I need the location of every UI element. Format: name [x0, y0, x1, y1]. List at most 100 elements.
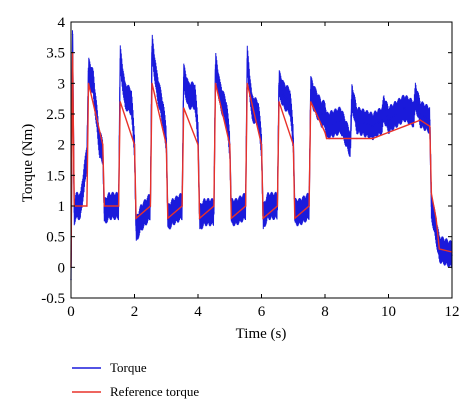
series-torque-point: [371, 125, 374, 128]
series-reference-torque-point: [103, 205, 106, 207]
series-reference-torque-point: [198, 217, 201, 220]
series-torque-point: [282, 94, 285, 97]
series-reference-torque-point: [292, 143, 295, 146]
y-tick-label: 2: [58, 138, 66, 154]
series-reference-torque-point: [278, 100, 280, 103]
y-tick-label: 0.5: [46, 230, 65, 246]
series-torque-point: [429, 119, 431, 121]
series-reference-torque-point: [86, 205, 88, 207]
series-reference-torque-point: [133, 143, 136, 146]
series-torque-point: [194, 94, 196, 97]
series-torque-point: [235, 211, 237, 213]
series-reference-torque-point: [340, 137, 342, 140]
series-torque-point: [419, 113, 422, 115]
x-tick-label: 10: [381, 304, 396, 320]
y-tick-label: 2.5: [46, 107, 65, 123]
series-reference-torque-point: [102, 143, 104, 146]
x-tick-label: 8: [321, 304, 329, 320]
series-torque-point: [162, 113, 164, 115]
series-torque-point: [435, 229, 437, 232]
series-torque-point: [140, 217, 142, 220]
series-torque-point: [73, 211, 75, 213]
series-torque-point: [124, 94, 126, 97]
series-reference-torque-point: [430, 192, 433, 195]
series-torque-point: [203, 211, 206, 213]
series-reference-torque-point: [182, 107, 185, 109]
series-torque-point: [171, 211, 174, 213]
series-reference-torque-point: [262, 217, 264, 220]
series-torque-point: [257, 113, 260, 115]
series-reference-torque-point: [260, 143, 263, 146]
series-torque-point: [135, 229, 137, 232]
series-reference-torque-point: [197, 143, 199, 146]
series-reference-torque-point: [214, 82, 217, 85]
series-torque-point: [267, 205, 269, 207]
series-torque-point: [298, 211, 301, 213]
series-torque-point: [413, 113, 415, 115]
series-torque-point: [278, 82, 280, 85]
series-reference-torque-point: [246, 82, 248, 85]
series-torque-point: [151, 45, 153, 48]
series-torque-point: [98, 143, 101, 146]
series-torque-point: [214, 64, 217, 66]
x-axis-title: Time (s): [236, 326, 287, 342]
series-reference-torque-point: [429, 125, 431, 128]
y-tick-label: 0: [58, 260, 66, 276]
x-tick-label: 0: [67, 304, 75, 320]
series-torque-point: [351, 94, 353, 97]
series-torque-point: [403, 107, 406, 109]
series-torque-point: [324, 113, 326, 115]
series-reference-torque-point: [308, 205, 310, 207]
series-reference-torque-point: [244, 205, 247, 207]
y-tick-label: 1: [58, 199, 66, 215]
series-reference-torque-point: [213, 205, 215, 207]
series-reference-torque-point: [167, 217, 169, 220]
series-reference-torque-line: [70, 52, 453, 268]
series-reference-torque-point: [276, 205, 279, 207]
series-reference-torque-point: [135, 217, 137, 220]
series-reference-torque-point: [117, 205, 120, 207]
y-tick-label: 4: [58, 15, 66, 31]
series-reference-torque-point: [87, 82, 90, 85]
series-reference-torque-point: [119, 100, 121, 103]
series-torque-point: [130, 100, 133, 103]
y-axis-title: Torque (Nm): [20, 124, 36, 203]
series-torque-point: [349, 143, 352, 146]
series-torque-point: [87, 70, 90, 72]
series-torque-point: [213, 211, 215, 213]
series-torque-point: [119, 58, 121, 60]
series-torque-point: [289, 100, 291, 103]
series-reference-torque-point: [294, 217, 296, 220]
series-reference-torque-point: [387, 131, 390, 134]
y-tick-label: 1.5: [46, 168, 65, 184]
series-reference-torque-point: [165, 143, 168, 146]
series-reference-torque-point: [151, 82, 153, 85]
series-torque-point: [155, 82, 158, 85]
series-torque-point: [246, 58, 248, 60]
series-torque-point: [92, 82, 94, 85]
series-torque-point: [182, 76, 185, 78]
series-reference-torque-point: [230, 217, 233, 220]
y-tick-label: 3: [58, 76, 66, 92]
series-torque-point: [321, 113, 323, 115]
series-reference-torque-point: [438, 248, 441, 250]
series-torque-band: [70, 30, 453, 270]
series-torque-point: [340, 119, 342, 121]
series-reference-torque-point: [149, 205, 152, 207]
x-tick-label: 6: [258, 304, 266, 320]
x-tick-label: 4: [194, 304, 202, 320]
series-torque-point: [219, 94, 221, 97]
series-torque-point: [314, 100, 317, 103]
series-reference-torque-point: [181, 205, 183, 207]
series-torque-point: [225, 113, 228, 115]
series-torque-point: [187, 94, 190, 97]
y-tick-label: -0.5: [41, 291, 65, 307]
x-tick-label: 12: [445, 304, 460, 320]
series-torque-point: [387, 119, 390, 121]
series-reference-torque-point: [229, 143, 231, 146]
series-torque-point: [292, 137, 295, 140]
legend: Torque Reference torque: [72, 360, 199, 399]
series-torque-point: [197, 131, 199, 134]
series-reference-torque-point: [435, 217, 437, 220]
series-torque-point: [430, 205, 433, 207]
